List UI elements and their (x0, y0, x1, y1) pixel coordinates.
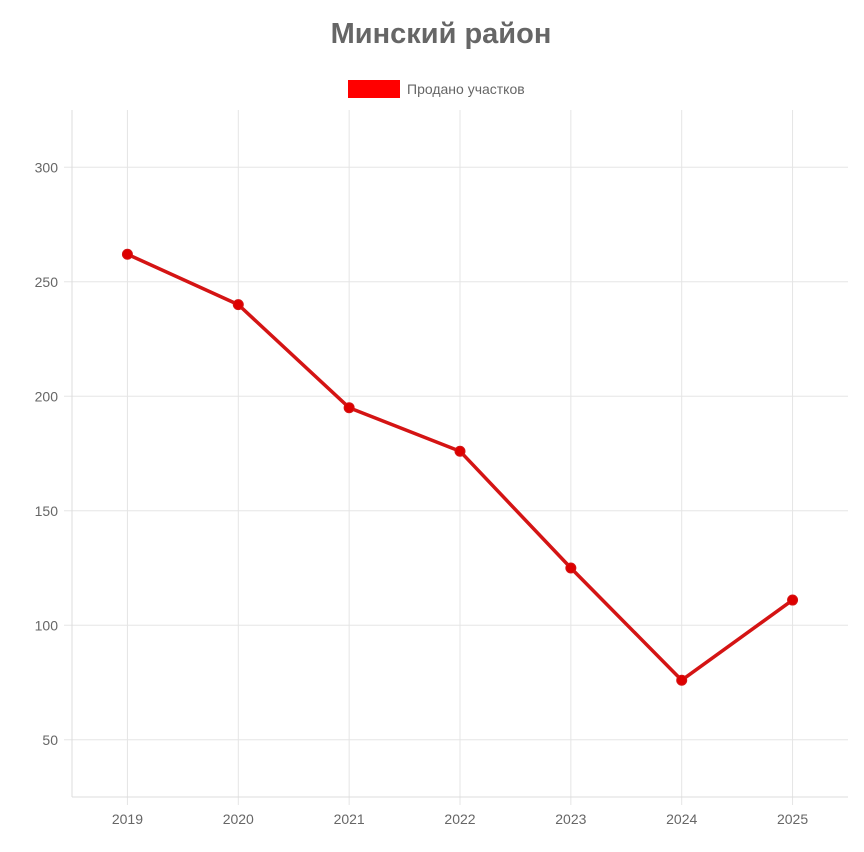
x-tick-label: 2019 (112, 811, 143, 827)
data-point (454, 445, 466, 457)
data-point (787, 594, 799, 606)
y-tick-label: 100 (35, 617, 59, 633)
y-tick-label: 200 (35, 388, 59, 404)
legend-label: Продано участков (407, 81, 525, 97)
data-point (565, 562, 577, 574)
y-tick-label: 150 (35, 503, 59, 519)
x-tick-label: 2023 (555, 811, 586, 827)
y-tick-label: 50 (42, 732, 58, 748)
x-tick-label: 2025 (777, 811, 808, 827)
y-tick-label: 250 (35, 274, 59, 290)
data-point (676, 674, 688, 686)
x-tick-label: 2022 (444, 811, 475, 827)
chart-title: Минский район (330, 18, 552, 50)
data-point (121, 248, 133, 260)
x-tick-label: 2020 (223, 811, 254, 827)
x-tick-label: 2024 (666, 811, 697, 827)
legend[interactable]: Продано участков (348, 80, 525, 98)
data-point (343, 402, 355, 414)
x-tick-label: 2021 (334, 811, 365, 827)
legend-swatch (348, 80, 400, 98)
data-point (232, 299, 244, 311)
y-tick-label: 300 (35, 159, 59, 175)
